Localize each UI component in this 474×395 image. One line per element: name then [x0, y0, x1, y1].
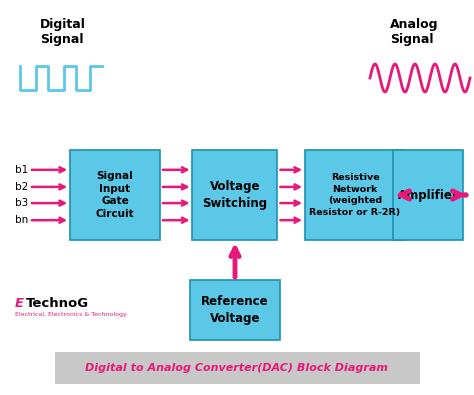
Text: b2: b2 — [15, 182, 28, 192]
FancyBboxPatch shape — [305, 150, 405, 240]
FancyBboxPatch shape — [192, 150, 277, 240]
Text: Analog
Signal: Analog Signal — [390, 18, 438, 46]
FancyBboxPatch shape — [190, 280, 280, 340]
FancyBboxPatch shape — [393, 150, 463, 240]
Text: Electrical, Electronics & Technology: Electrical, Electronics & Technology — [15, 312, 127, 317]
Text: Voltage
Switching: Voltage Switching — [202, 180, 267, 210]
FancyBboxPatch shape — [55, 352, 420, 384]
Text: Resistive
Network
(weighted
Resistor or R-2R): Resistive Network (weighted Resistor or … — [310, 173, 401, 217]
Text: b3: b3 — [15, 198, 28, 208]
Text: Digital
Signal: Digital Signal — [40, 18, 86, 46]
Text: Signal
Input
Gate
Circuit: Signal Input Gate Circuit — [96, 171, 134, 219]
Text: TechnoG: TechnoG — [26, 297, 89, 310]
Text: Reference
Voltage: Reference Voltage — [201, 295, 269, 325]
Text: Amplifier: Amplifier — [398, 188, 458, 201]
Text: b1: b1 — [15, 165, 28, 175]
Text: bn: bn — [15, 215, 28, 225]
Text: E: E — [15, 297, 24, 310]
FancyBboxPatch shape — [70, 150, 160, 240]
Text: Digital to Analog Converter(DAC) Block Diagram: Digital to Analog Converter(DAC) Block D… — [85, 363, 389, 373]
